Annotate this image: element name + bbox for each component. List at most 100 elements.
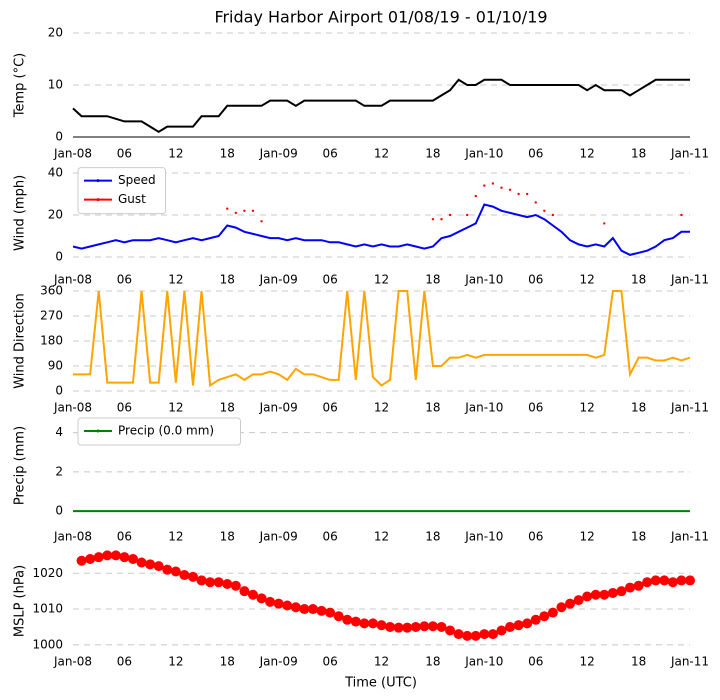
- x-tick-label: Jan-08: [53, 147, 92, 161]
- y-tick-label: 360: [40, 284, 63, 298]
- x-tick-label: 18: [220, 655, 235, 669]
- y-tick-label: 4: [55, 425, 63, 439]
- data-point: [547, 607, 558, 618]
- x-tick-label: 06: [117, 401, 132, 415]
- y-tick-label: 1000: [32, 637, 63, 651]
- x-tick-label: 06: [322, 655, 337, 669]
- data-point: [196, 575, 207, 586]
- x-tick-label: 18: [631, 401, 646, 415]
- data-point: [491, 182, 495, 185]
- x-tick-label: Jan-08: [53, 401, 92, 415]
- data-point: [607, 587, 618, 598]
- data-point: [247, 589, 258, 600]
- x-tick-label: 06: [528, 147, 543, 161]
- data-point: [445, 625, 456, 636]
- x-tick-label: 06: [117, 273, 132, 287]
- data-point: [633, 580, 644, 591]
- x-tick-label: 12: [168, 147, 183, 161]
- legend-label: Speed: [118, 173, 156, 187]
- data-point: [556, 602, 567, 613]
- x-tick-label: 18: [220, 273, 235, 287]
- data-point: [565, 598, 576, 609]
- data-point: [448, 213, 452, 217]
- x-tick-label: Jan-11: [670, 655, 709, 669]
- x-tick-label: 18: [631, 273, 646, 287]
- data-point: [162, 564, 173, 575]
- x-tick-label: 12: [168, 401, 183, 415]
- data-point: [599, 589, 610, 600]
- data-point: [260, 220, 263, 223]
- x-tick-label: 18: [631, 655, 646, 669]
- x-tick-label: 12: [168, 655, 183, 669]
- data-point: [427, 621, 438, 632]
- data-point: [517, 192, 520, 196]
- data-point: [508, 188, 512, 191]
- x-tick-label: Jan-10: [464, 273, 503, 287]
- x-tick-label: Jan-09: [259, 273, 298, 287]
- data-point: [385, 621, 396, 632]
- legend-box: [77, 167, 166, 215]
- y-axis-label: Wind Direction: [13, 293, 28, 389]
- data-point: [539, 611, 550, 622]
- x-tick-label: Jan-09: [259, 530, 298, 544]
- x-tick-label: 12: [374, 147, 389, 161]
- data-point: [226, 207, 229, 210]
- x-tick-label: 18: [220, 401, 235, 415]
- data-point: [500, 186, 503, 189]
- x-tick-label: 18: [631, 147, 646, 161]
- x-tick-label: Jan-10: [464, 655, 503, 669]
- data-point: [222, 579, 233, 589]
- x-tick-label: 12: [580, 147, 595, 161]
- x-tick-label: 12: [580, 655, 595, 669]
- data-point: [573, 595, 584, 606]
- x-tick-label: 12: [374, 655, 389, 669]
- data-point: [453, 629, 464, 640]
- data-point: [153, 561, 164, 572]
- data-point: [402, 622, 413, 633]
- data-point: [551, 213, 555, 217]
- series-line: [72, 203, 690, 256]
- data-point: [316, 605, 327, 616]
- data-point: [251, 209, 255, 212]
- x-tick-label: 06: [322, 273, 337, 287]
- x-tick-label: Jan-08: [53, 273, 92, 287]
- data-point: [543, 209, 546, 212]
- data-point: [676, 575, 687, 586]
- x-tick-label: 12: [580, 530, 595, 544]
- data-point: [431, 218, 435, 221]
- y-tick-label: 0: [55, 504, 63, 518]
- chart-title: Friday Harbor Airport 01/08/19 - 01/10/1…: [214, 8, 547, 27]
- x-tick-label: 12: [580, 401, 595, 415]
- x-tick-label: 06: [322, 401, 337, 415]
- data-point: [393, 622, 404, 633]
- x-tick-label: 06: [117, 655, 132, 669]
- x-tick-label: 12: [168, 530, 183, 544]
- data-point: [239, 586, 250, 597]
- x-tick-label: Jan-10: [464, 147, 503, 161]
- series-line: [72, 78, 690, 133]
- x-tick-label: 18: [425, 273, 440, 287]
- data-point: [650, 575, 661, 586]
- data-point: [265, 596, 276, 607]
- x-tick-label: 18: [220, 530, 235, 544]
- x-tick-label: Jan-10: [464, 401, 503, 415]
- data-point: [359, 618, 370, 629]
- legend-label: Precip (0.0 mm): [118, 424, 214, 438]
- data-point: [440, 218, 443, 221]
- data-point: [234, 211, 238, 215]
- data-point: [685, 575, 695, 586]
- y-axis-label: Wind (mph): [13, 175, 28, 251]
- x-tick-label: Jan-10: [464, 530, 503, 544]
- y-tick-label: 90: [48, 359, 63, 373]
- x-tick-label: 18: [631, 530, 646, 544]
- x-tick-label: 12: [374, 401, 389, 415]
- data-point: [145, 559, 156, 570]
- data-point: [474, 194, 477, 198]
- data-point: [462, 630, 473, 641]
- data-point: [530, 614, 541, 625]
- y-tick-label: 270: [40, 309, 63, 323]
- x-tick-label: 12: [374, 273, 389, 287]
- x-tick-label: 18: [220, 147, 235, 161]
